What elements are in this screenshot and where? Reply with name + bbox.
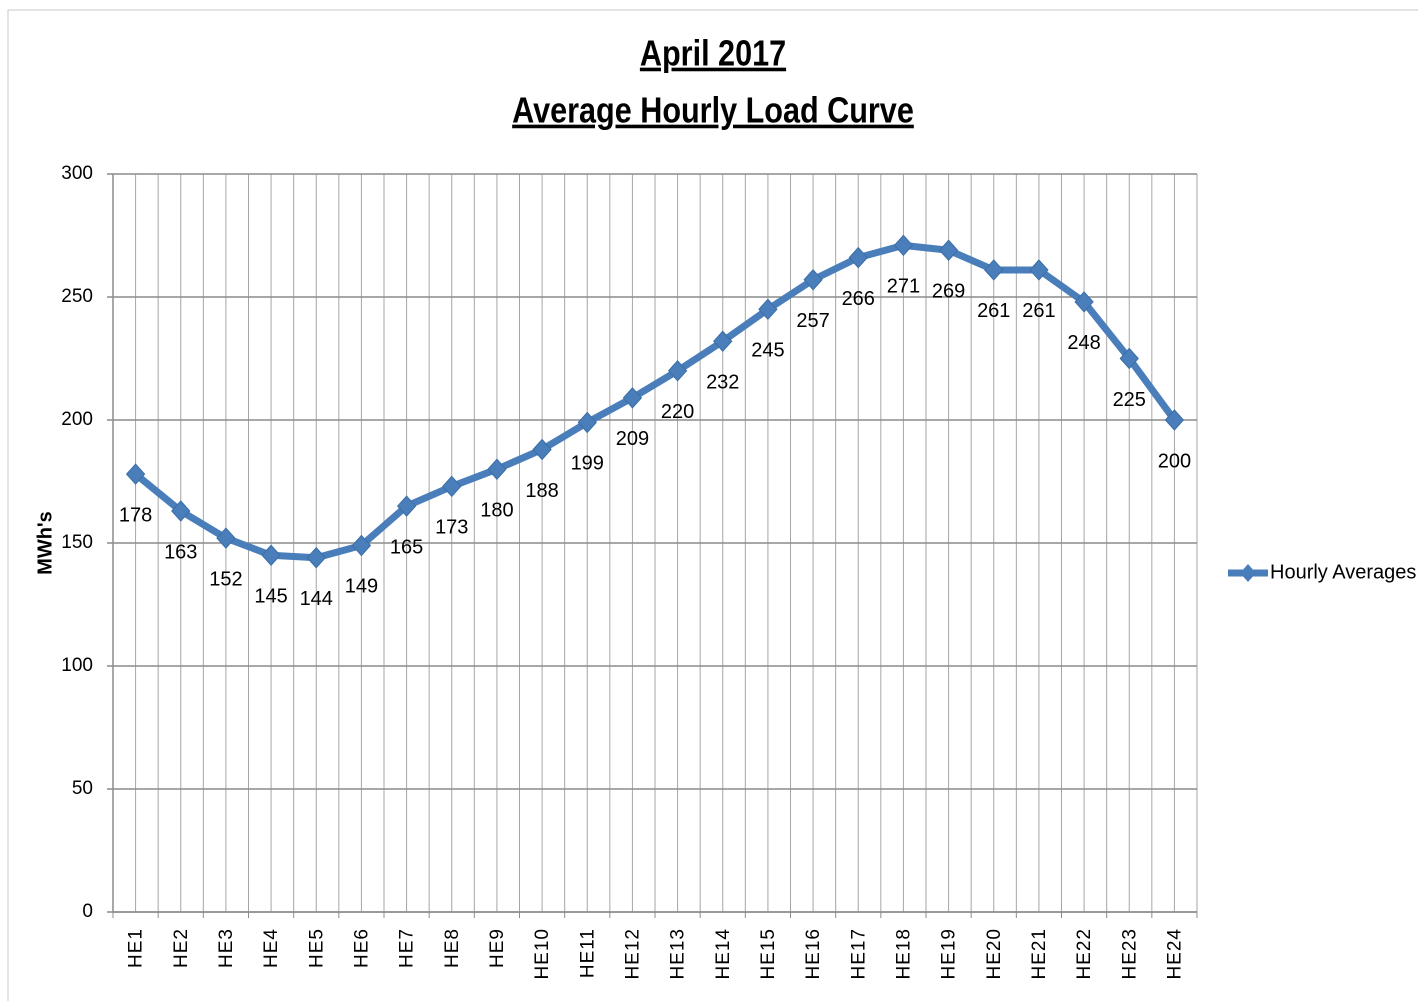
data-label: 271 <box>887 276 920 298</box>
data-label: 188 <box>525 480 558 502</box>
x-tick-label: HE2 <box>171 928 192 968</box>
data-label: 232 <box>706 372 739 394</box>
x-tick-label: HE3 <box>216 928 237 968</box>
marker <box>893 234 914 257</box>
data-label: 248 <box>1067 332 1100 354</box>
y-tick-label: 100 <box>61 655 93 676</box>
data-label: 200 <box>1158 450 1191 472</box>
data-label: 266 <box>842 288 875 310</box>
data-label: 145 <box>254 586 287 608</box>
data-label: 149 <box>345 576 378 598</box>
y-tick-label: 250 <box>61 286 93 307</box>
marker <box>125 463 146 485</box>
data-label: 173 <box>435 517 468 539</box>
data-label: 245 <box>751 340 784 362</box>
y-tick-label: 200 <box>61 409 93 430</box>
x-tick-label: HE4 <box>261 928 282 968</box>
marker <box>667 360 688 382</box>
marker <box>1164 409 1185 431</box>
legend-marker <box>1240 564 1256 582</box>
marker <box>938 239 959 262</box>
data-label: 180 <box>480 499 513 521</box>
data-label: 144 <box>300 588 333 610</box>
x-tick-label: HE19 <box>939 928 960 980</box>
x-tick-label: HE18 <box>893 928 914 980</box>
x-tick-label: HE24 <box>1164 928 1185 980</box>
y-tick-label: 0 <box>82 901 93 922</box>
marker <box>1074 291 1094 313</box>
x-tick-label: HE21 <box>1029 928 1050 980</box>
x-tick-label: HE5 <box>306 928 327 968</box>
marker <box>984 259 1004 281</box>
data-label: 178 <box>119 504 152 526</box>
marker <box>622 387 643 409</box>
x-tick-label: HE23 <box>1119 928 1140 980</box>
x-tick-label: HE9 <box>487 928 508 968</box>
marker <box>848 246 868 269</box>
y-tick-label: 150 <box>61 532 93 553</box>
y-tick-label: 50 <box>72 778 93 799</box>
data-label: 261 <box>1022 300 1055 322</box>
data-label: 165 <box>390 536 423 558</box>
y-tick-label: 300 <box>61 163 93 184</box>
data-label: 209 <box>616 428 649 450</box>
marker <box>442 475 462 498</box>
marker <box>1119 347 1139 370</box>
x-tick-label: HE10 <box>532 928 553 980</box>
marker <box>532 438 552 461</box>
marker <box>396 495 417 517</box>
marker <box>216 527 236 549</box>
x-tick-label: HE13 <box>668 928 689 980</box>
x-tick-label: HE16 <box>803 928 824 980</box>
marker <box>261 544 281 567</box>
data-label: 269 <box>932 281 965 303</box>
marker <box>306 547 326 569</box>
y-axis-label: MWh's <box>34 511 56 575</box>
x-tick-label: HE17 <box>848 928 869 980</box>
x-tick-label: HE15 <box>758 928 779 980</box>
marker <box>171 500 191 522</box>
data-label: 261 <box>977 300 1010 322</box>
x-tick-label: HE8 <box>442 928 463 968</box>
marker <box>1029 259 1049 281</box>
x-tick-label: HE7 <box>397 928 418 968</box>
x-tick-label: HE14 <box>713 928 734 980</box>
data-label: 225 <box>1113 389 1146 411</box>
marker <box>577 411 597 434</box>
legend-label: Hourly Averages <box>1270 561 1416 583</box>
data-label: 152 <box>209 568 242 590</box>
marker <box>803 269 823 291</box>
x-tick-label: HE22 <box>1074 928 1095 980</box>
marker <box>713 330 733 353</box>
x-tick-label: HE12 <box>622 928 643 980</box>
marker <box>351 534 372 557</box>
chart-subtitle: Average Hourly Load Curve <box>512 91 914 131</box>
data-label: 257 <box>796 310 829 332</box>
marker <box>487 458 507 480</box>
data-label: 220 <box>661 401 694 423</box>
data-label: 199 <box>571 453 604 475</box>
data-label: 163 <box>164 541 197 563</box>
chart-title: April 2017 <box>640 34 786 74</box>
marker <box>758 298 778 321</box>
x-tick-label: HE6 <box>351 928 372 968</box>
x-tick-label: HE11 <box>577 928 598 978</box>
x-tick-label: HE20 <box>984 928 1005 980</box>
x-tick-label: HE1 <box>126 928 147 968</box>
chart-frame <box>7 9 1418 1001</box>
